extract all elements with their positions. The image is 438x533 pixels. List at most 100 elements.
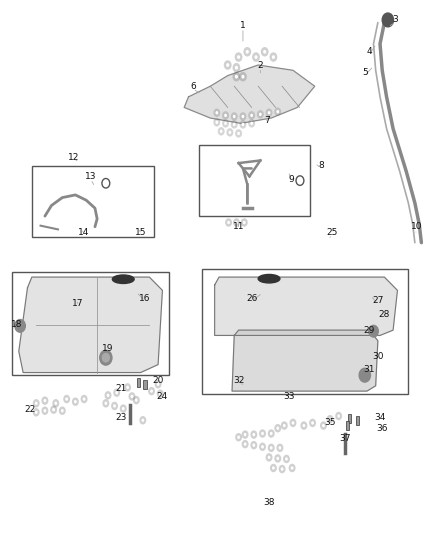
Circle shape bbox=[328, 417, 332, 421]
Text: 25: 25 bbox=[326, 228, 338, 237]
Circle shape bbox=[369, 325, 378, 337]
Circle shape bbox=[224, 114, 227, 117]
Text: 2: 2 bbox=[258, 61, 263, 69]
Text: 14: 14 bbox=[78, 228, 90, 237]
Circle shape bbox=[276, 443, 283, 452]
Circle shape bbox=[268, 443, 275, 452]
Circle shape bbox=[289, 464, 296, 472]
Text: 21: 21 bbox=[115, 384, 127, 393]
Ellipse shape bbox=[258, 274, 280, 283]
Circle shape bbox=[113, 404, 116, 408]
Circle shape bbox=[102, 399, 110, 408]
Text: 24: 24 bbox=[157, 392, 168, 401]
Circle shape bbox=[259, 442, 266, 451]
Text: 19: 19 bbox=[102, 344, 114, 353]
Circle shape bbox=[222, 119, 229, 127]
Bar bbox=[201, 269, 408, 394]
Polygon shape bbox=[184, 65, 315, 123]
Circle shape bbox=[241, 123, 244, 126]
Circle shape bbox=[248, 111, 255, 119]
Circle shape bbox=[231, 112, 238, 120]
Circle shape bbox=[244, 47, 251, 56]
Circle shape bbox=[272, 55, 275, 59]
Circle shape bbox=[274, 454, 281, 463]
Circle shape bbox=[235, 221, 238, 224]
Polygon shape bbox=[215, 277, 397, 335]
Circle shape bbox=[250, 122, 253, 125]
Circle shape bbox=[72, 398, 79, 406]
Circle shape bbox=[337, 414, 340, 418]
Bar bbox=[199, 144, 311, 216]
Circle shape bbox=[213, 118, 220, 126]
Circle shape bbox=[320, 421, 327, 430]
Circle shape bbox=[268, 429, 275, 438]
Circle shape bbox=[251, 430, 257, 439]
Circle shape bbox=[215, 111, 218, 115]
Circle shape bbox=[240, 112, 247, 120]
Circle shape bbox=[111, 402, 118, 410]
Circle shape bbox=[276, 457, 279, 460]
Circle shape bbox=[120, 405, 127, 413]
Circle shape bbox=[128, 392, 135, 401]
Circle shape bbox=[233, 123, 236, 126]
Text: 11: 11 bbox=[233, 222, 244, 231]
Circle shape bbox=[276, 426, 279, 430]
Circle shape bbox=[159, 392, 162, 395]
Circle shape bbox=[261, 445, 264, 448]
Circle shape bbox=[215, 120, 218, 124]
Text: 30: 30 bbox=[372, 352, 384, 361]
Circle shape bbox=[225, 218, 232, 227]
Circle shape bbox=[382, 13, 393, 27]
Circle shape bbox=[52, 399, 59, 408]
Circle shape bbox=[279, 465, 286, 473]
Text: 12: 12 bbox=[67, 154, 79, 163]
Text: 31: 31 bbox=[364, 366, 375, 374]
Circle shape bbox=[81, 395, 88, 403]
Circle shape bbox=[141, 418, 144, 422]
Bar bbox=[12, 272, 169, 375]
Circle shape bbox=[243, 221, 246, 224]
FancyBboxPatch shape bbox=[346, 421, 349, 430]
Circle shape bbox=[244, 442, 247, 446]
FancyBboxPatch shape bbox=[137, 378, 140, 386]
Circle shape bbox=[276, 110, 279, 114]
Circle shape bbox=[63, 395, 70, 403]
Text: 18: 18 bbox=[11, 320, 22, 329]
Circle shape bbox=[241, 75, 244, 78]
Circle shape bbox=[274, 424, 281, 432]
Circle shape bbox=[270, 446, 272, 449]
Circle shape bbox=[100, 350, 112, 365]
Circle shape bbox=[150, 390, 153, 393]
Circle shape bbox=[233, 72, 240, 82]
Text: 26: 26 bbox=[246, 294, 258, 303]
Polygon shape bbox=[232, 330, 378, 391]
Circle shape bbox=[250, 114, 253, 117]
Text: 20: 20 bbox=[152, 376, 164, 385]
Text: 9: 9 bbox=[288, 174, 294, 183]
Circle shape bbox=[52, 408, 55, 411]
Text: 8: 8 bbox=[318, 161, 324, 170]
FancyBboxPatch shape bbox=[356, 416, 359, 425]
Circle shape bbox=[237, 435, 240, 439]
Circle shape bbox=[237, 132, 240, 135]
Circle shape bbox=[102, 353, 110, 362]
Text: 23: 23 bbox=[115, 413, 127, 422]
Text: 29: 29 bbox=[364, 326, 375, 335]
Circle shape bbox=[226, 63, 229, 67]
Polygon shape bbox=[19, 277, 162, 373]
Circle shape bbox=[335, 412, 342, 420]
Circle shape bbox=[231, 120, 238, 128]
Circle shape bbox=[35, 410, 38, 414]
Circle shape bbox=[33, 408, 40, 417]
Circle shape bbox=[261, 432, 264, 435]
Circle shape bbox=[157, 383, 159, 386]
Circle shape bbox=[157, 390, 164, 398]
Circle shape bbox=[235, 52, 243, 62]
Circle shape bbox=[131, 395, 133, 398]
Circle shape bbox=[233, 218, 240, 227]
Circle shape bbox=[115, 391, 118, 394]
Circle shape bbox=[106, 394, 110, 397]
Circle shape bbox=[244, 433, 247, 437]
Circle shape bbox=[135, 399, 138, 402]
Circle shape bbox=[222, 111, 229, 119]
